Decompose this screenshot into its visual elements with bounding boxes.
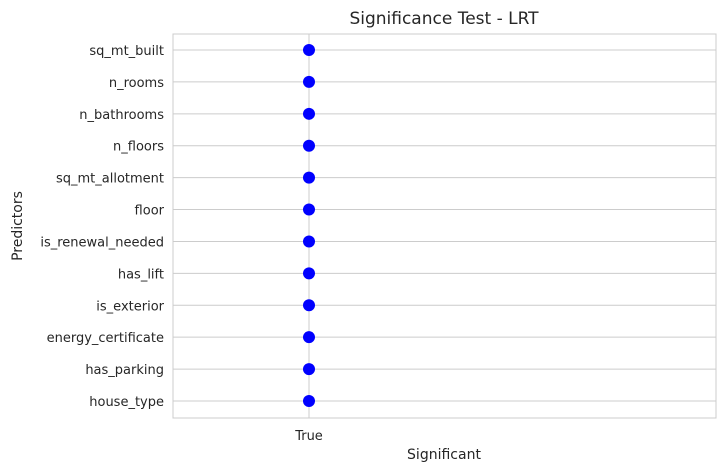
data-point xyxy=(303,171,315,184)
y-tick-label: is_exterior xyxy=(96,299,164,314)
data-point xyxy=(303,395,315,407)
plot-frame xyxy=(172,33,717,419)
x-axis-label: Significant xyxy=(407,447,481,463)
data-point xyxy=(303,44,315,56)
y-tick-label: energy_certificate xyxy=(47,331,164,346)
data-point xyxy=(303,75,315,88)
y-tick-label: house_type xyxy=(89,395,164,410)
y-tick-label: is_renewal_needed xyxy=(40,235,164,250)
data-point xyxy=(303,331,315,344)
chart-title: Significance Test - LRT xyxy=(349,9,539,29)
x-tick-label: True xyxy=(294,429,323,444)
y-tick-label: n_bathrooms xyxy=(79,108,164,123)
y-tick-label: sq_mt_allotment xyxy=(56,172,164,187)
data-point xyxy=(303,235,315,248)
y-tick-label: has_lift xyxy=(118,267,164,282)
data-point xyxy=(303,363,315,376)
y-tick-labels: sq_mt_built n_rooms n_bathrooms n_floors sq_… xyxy=(40,44,164,410)
data-point xyxy=(303,139,315,152)
grid-layer xyxy=(173,34,716,418)
y-axis-label: Predictors xyxy=(10,191,26,261)
x-tick-labels: True xyxy=(294,429,323,444)
y-tick-label: n_floors xyxy=(113,140,164,155)
y-tick-label: has_parking xyxy=(85,363,164,378)
data-point xyxy=(303,203,315,216)
data-point xyxy=(303,299,315,312)
y-tick-label: floor xyxy=(135,204,165,219)
data-point xyxy=(303,107,315,120)
y-tick-label: n_rooms xyxy=(109,76,164,91)
points-layer xyxy=(303,44,315,407)
data-point xyxy=(303,267,315,280)
y-tick-label: sq_mt_built xyxy=(89,44,164,59)
